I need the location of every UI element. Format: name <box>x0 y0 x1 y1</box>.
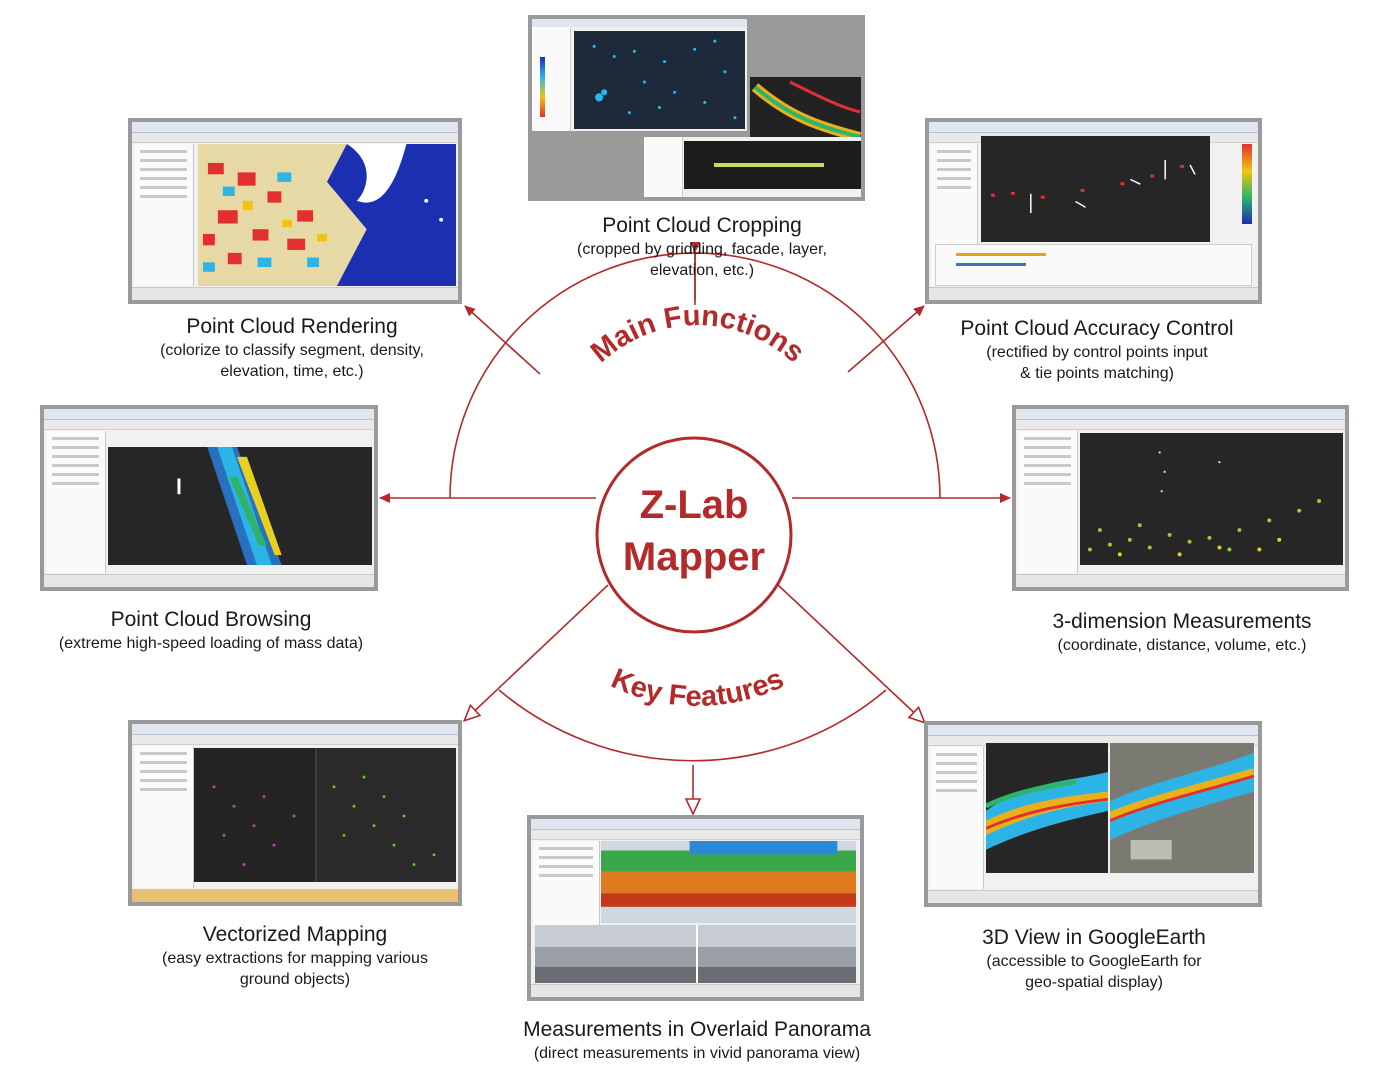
cropping-title: Point Cloud Cropping <box>602 214 802 237</box>
caption-measurements3d: 3-dimension Measurements (coordinate, di… <box>1052 609 1311 656</box>
key-features-label: Key Features <box>607 663 789 713</box>
browsing-title: Point Cloud Browsing <box>110 608 312 631</box>
googleearth-screenshot <box>924 721 1262 907</box>
center-title-line1: Z-Lab <box>640 483 749 527</box>
googleearth-title: 3D View in GoogleEarth <box>982 926 1206 949</box>
caption-googleearth: 3D View in GoogleEarth (accessible to Go… <box>982 925 1206 993</box>
caption-rendering: Point Cloud Rendering (colorize to class… <box>160 314 424 382</box>
measurements3d-subtitle-1: (coordinate, distance, volume, etc.) <box>1057 637 1307 654</box>
rendering-screenshot <box>128 118 462 304</box>
accuracy-subtitle-1: (rectified by control points input <box>986 344 1208 361</box>
panorama-screenshot <box>527 815 864 1001</box>
accuracy-title: Point Cloud Accuracy Control <box>960 317 1234 340</box>
accuracy-subtitle-2: & tie points matching) <box>1020 365 1174 382</box>
vectorized-subtitle-2: ground objects) <box>239 971 351 988</box>
center-circle <box>595 436 793 634</box>
measurements3d-screenshot <box>1012 405 1349 591</box>
browsing-subtitle-1: (extreme high-speed loading of mass data… <box>58 635 364 652</box>
vectorized-title: Vectorized Mapping <box>202 923 388 946</box>
cropping-screenshot <box>528 15 865 201</box>
caption-accuracy: Point Cloud Accuracy Control (rectified … <box>960 316 1233 384</box>
key-features-label-text: Key Features <box>607 663 789 713</box>
googleearth-subtitle-2: geo-spatial display) <box>1025 974 1163 991</box>
cropping-subtitle-1: (cropped by gridding, facade, layer, <box>577 241 827 258</box>
cropping-subtitle-2: elevation, etc.) <box>649 262 755 279</box>
arrow-to-googleearth <box>777 584 927 724</box>
arrow-to-rendering <box>464 305 541 375</box>
rendering-subtitle-2: elevation, time, etc.) <box>220 363 364 380</box>
arrow-to-vectorized <box>462 584 609 722</box>
googleearth-subtitle-1: (accessible to GoogleEarth for <box>986 953 1202 970</box>
key-features-arc <box>498 689 887 762</box>
accuracy-screenshot <box>925 118 1262 304</box>
caption-browsing: Point Cloud Browsing (extreme high-speed… <box>59 607 363 654</box>
vectorized-screenshot <box>128 720 462 906</box>
measurements3d-title: 3-dimension Measurements <box>1052 610 1312 633</box>
main-functions-label: Main Functions <box>585 300 810 369</box>
rendering-title: Point Cloud Rendering <box>186 315 398 338</box>
browsing-screenshot <box>40 405 378 591</box>
caption-panorama: Measurements in Overlaid Panorama (direc… <box>523 1017 871 1064</box>
center-title-line2: Mapper <box>623 535 765 579</box>
caption-cropping: Point Cloud Cropping (cropped by griddin… <box>577 213 827 281</box>
arrow-to-accuracy <box>847 305 925 373</box>
panorama-title: Measurements in Overlaid Panorama <box>523 1018 871 1041</box>
main-functions-label-text: Main Functions <box>585 300 810 369</box>
vectorized-subtitle-1: (easy extractions for mapping various <box>162 950 428 967</box>
rendering-subtitle-1: (colorize to classify segment, density, <box>160 342 424 359</box>
panorama-subtitle-1: (direct measurements in vivid panorama v… <box>533 1045 861 1062</box>
caption-vectorized: Vectorized Mapping (easy extractions for… <box>162 922 428 990</box>
